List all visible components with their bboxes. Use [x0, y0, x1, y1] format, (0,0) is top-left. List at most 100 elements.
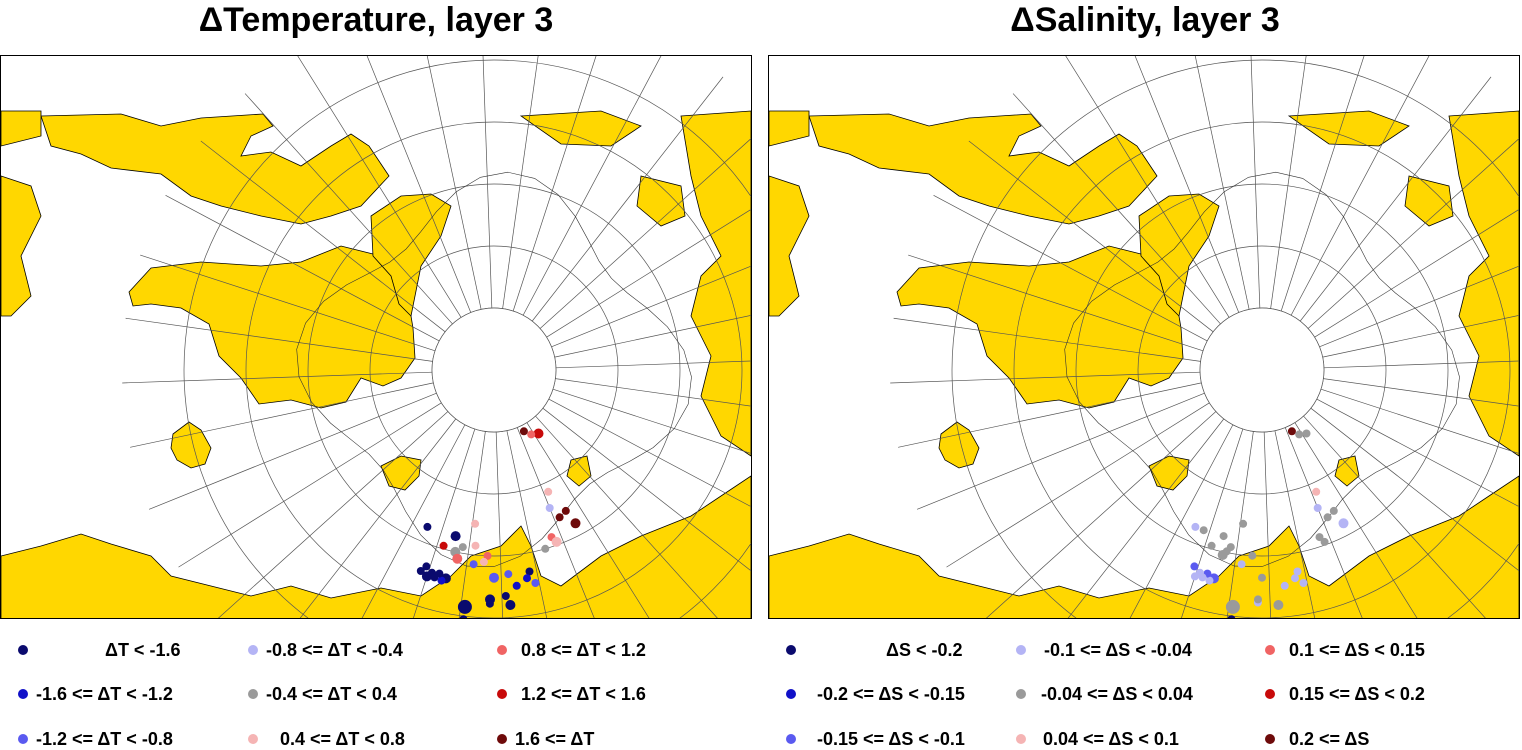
landmass [680, 110, 751, 457]
landmass [566, 455, 592, 487]
meridian-line [968, 140, 1214, 333]
legend-item-t6: 0.8 <= ΔT < 1.2 [497, 640, 727, 660]
latitude-circle [183, 59, 751, 618]
station-dot [458, 543, 467, 552]
legend-dot [1016, 734, 1026, 744]
meridian-line [122, 371, 433, 384]
meridian-line [1280, 56, 1365, 312]
station-dot [1205, 576, 1214, 585]
latitude-circle [1075, 183, 1449, 557]
landmass [380, 455, 422, 491]
legend-dot [18, 734, 28, 744]
legend-item-s4: -0.04 <= ΔS < 0.04 [1016, 684, 1246, 704]
meridian-line [148, 392, 437, 510]
land-layer [769, 110, 1519, 618]
station-dot [1273, 600, 1284, 610]
station-layer [1190, 427, 1349, 618]
legend-dot [1265, 689, 1275, 699]
meridian-line [458, 431, 486, 618]
legend-label: 1.2 <= ΔT < 1.6 [521, 684, 646, 704]
landmass [128, 245, 416, 409]
station-dot [1217, 550, 1228, 560]
legend-dot [248, 689, 258, 699]
meridian-line [1226, 431, 1254, 618]
meridian-line [531, 76, 724, 322]
station-dot [423, 522, 432, 531]
station-dot [505, 600, 516, 610]
landmass [1148, 455, 1190, 491]
meridian-line [1310, 407, 1519, 572]
temperature-map [0, 55, 752, 619]
depth-contour [296, 171, 692, 567]
landmass [1448, 110, 1519, 457]
station-dot [531, 579, 540, 587]
meridian-line [516, 427, 595, 618]
station-dot [523, 574, 531, 583]
landmass [519, 110, 642, 147]
legend-item-t5: 0.4 <= ΔT < 0.8 [248, 729, 478, 749]
meridian-line [502, 56, 539, 309]
meridian-line [1314, 208, 1519, 338]
legend-label: -0.4 <= ΔT < 0.4 [266, 684, 397, 704]
meridian-line [1012, 93, 1221, 325]
polar-cap [1199, 307, 1325, 433]
meridian-line [548, 398, 751, 508]
legend-item-t8: 1.6 <= ΔT [497, 729, 727, 749]
meridian-line [482, 56, 493, 309]
latitude-circle [369, 245, 619, 495]
meridian-line [539, 138, 751, 329]
meridian-line [361, 424, 466, 618]
salinity-legend: ΔS < -0.2 -0.2 <= ΔS < -0.15 -0.15 <= ΔS… [768, 630, 1520, 749]
station-dot [1299, 579, 1308, 587]
legend-dot [786, 734, 796, 744]
station-dot [1219, 532, 1228, 541]
station-dot [1237, 560, 1246, 569]
meridian-line [1270, 56, 1307, 309]
legend-dot [786, 645, 796, 655]
landmass [769, 475, 1519, 618]
latitude-circle [245, 121, 743, 618]
meridian-line [125, 317, 433, 362]
meridian-line [140, 254, 436, 352]
landmass [938, 421, 980, 469]
legend-dot [1265, 645, 1275, 655]
station-dot [1302, 429, 1311, 438]
station-dot [489, 572, 499, 583]
meridian-line [986, 411, 1217, 618]
meridian-line [1290, 56, 1430, 316]
meridian-line [890, 371, 1201, 384]
station-dot [1312, 487, 1321, 496]
landmass [1, 175, 42, 317]
legend-label: ΔT < -1.6 [105, 640, 181, 660]
legend-item-s7: 0.15 <= ΔS < 0.2 [1265, 684, 1505, 704]
station-dot [1320, 537, 1329, 546]
latitude-circle [307, 183, 681, 557]
station-dot [1280, 581, 1289, 590]
legend-item-s2: -0.15 <= ΔS < -0.1 [786, 729, 1016, 749]
meridian-line [130, 382, 434, 448]
landmass [40, 113, 390, 225]
meridian-line [1294, 422, 1418, 618]
legend-label: -0.04 <= ΔS < 0.04 [1041, 684, 1193, 704]
graticule [890, 56, 1519, 618]
station-dot [1295, 430, 1304, 439]
station-dot [457, 599, 472, 614]
station-dot [1254, 595, 1262, 604]
legend-dot [18, 645, 28, 655]
legend-label: 0.8 <= ΔT < 1.2 [521, 640, 646, 660]
meridian-line [898, 382, 1202, 448]
legend-item-s0: ΔS < -0.2 [786, 640, 1016, 660]
legend-label: -0.1 <= ΔS < -0.04 [1044, 640, 1192, 660]
landmass [896, 245, 1184, 409]
latitude-circle [951, 59, 1519, 618]
station-dot [561, 506, 570, 515]
landmass [170, 421, 212, 469]
meridian-line [366, 56, 472, 313]
landmass [1, 475, 751, 618]
station-dot [1287, 427, 1296, 436]
station-dot [469, 560, 478, 569]
meridian-line [933, 195, 1208, 342]
meridian-line [178, 402, 442, 568]
station-dot [471, 541, 480, 550]
legend-dot [1016, 689, 1026, 699]
